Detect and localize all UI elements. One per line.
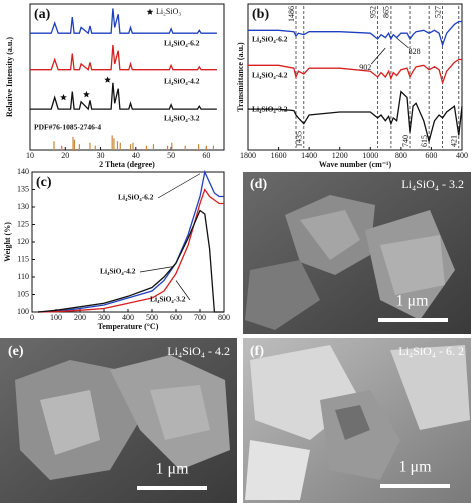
x-tick-label: 1400 [301,151,317,160]
sem-image-e: (e) Li₄SiO₄ - 4.2 1 μm [0,338,237,503]
label-arrow [157,173,201,199]
y-tick-label: 115 [17,254,29,263]
series-label: Li₄SiO₄-6.2 [118,193,154,202]
data-line [30,8,217,35]
x-tick-label: 20 [61,151,69,160]
peak-arrow [370,47,386,65]
data-line [248,20,462,48]
peak-label: 740 [401,135,410,147]
peak-label: 902 [359,63,371,72]
x-axis-title: 2 Theta (degree) [99,160,155,169]
plot-frame [29,3,225,151]
panel-label: (a) [34,7,51,22]
x-tick-label: 400 [456,151,468,160]
data-line [248,58,462,85]
peak-label: 828 [409,47,421,56]
peak-arrow [396,37,409,49]
x-tick-label: 300 [98,313,110,322]
panel-label: (d) [250,177,267,192]
scale-bar [137,486,207,490]
peak-label: 615 [420,135,429,147]
panel-label: (f) [250,344,264,359]
x-tick-label: 0 [30,313,34,322]
caption: Li₄SiO₄ - 6. 2 [398,344,464,358]
peak-label: 1435 [295,131,304,147]
scale-label: 1 μm [398,459,432,476]
x-tick-label: 800 [218,313,230,322]
panel-label: (e) [8,344,24,359]
y-tick-label: 140 [17,167,29,176]
sem-image-f: (f) Li₄SiO₄ - 6. 2 1 μm [243,338,471,503]
x-tick-label: 1000 [362,151,378,160]
series-label: Li₄SiO₄-6.2 [252,35,288,44]
series-label: Li₄SiO₄-3.2 [252,105,288,114]
x-tick-label: 60 [202,151,210,160]
x-tick-label: 400 [122,313,134,322]
y-tick-label: 125 [17,219,29,228]
scale-label: 1 μm [395,293,429,310]
scale-bar [378,318,448,322]
star-marker [60,93,67,101]
peak-label: 1486 [287,6,296,22]
data-line [248,90,463,144]
label-arrow [175,280,191,301]
legend-label: Li₂SiO₃ [156,7,181,16]
series-label: Li₄SiO₄-4.2 [252,71,288,80]
label-arrow [139,266,174,273]
y-tick-label: 120 [17,237,29,246]
series-label: Li₄SiO₄-3.2 [150,295,186,304]
sem-image-d: (d) Li₄SiO₄ - 3.2 1 μm [243,172,471,334]
series-label: Li₄SiO₄-6.2 [164,39,200,48]
x-tick-label: 100 [50,313,62,322]
y-tick-label: 110 [17,272,29,281]
peak-label: 865 [382,6,391,18]
scale-bar [380,484,450,488]
x-tick-label: 30 [97,151,105,160]
peak-label: 421 [450,135,459,147]
x-tick-label: 600 [170,313,182,322]
x-tick-label: 40 [132,151,140,160]
series-label: PDF#76-1085-2746-4 [34,123,101,132]
scale-label: 1 μm [155,461,189,478]
x-tick-label: 200 [74,313,86,322]
panel-label: (b) [252,7,269,22]
caption: Li₄SiO₄ - 3.2 [401,177,464,191]
peak-label: 527 [433,6,442,18]
star-marker [104,76,111,83]
y-tick-label: 105 [17,289,29,298]
x-tick-label: 700 [194,313,206,322]
x-tick-label: 600 [425,151,437,160]
series-label: Li₄SiO₄-4.2 [164,77,200,86]
legend-marker [146,8,154,15]
panel-label: (c) [36,175,52,190]
data-line [37,188,224,313]
y-tick-label: 130 [17,202,29,211]
x-tick-label: 1200 [332,151,348,160]
x-tick-label: 800 [395,151,407,160]
x-axis-title: Temperature (°C) [98,322,159,331]
caption: Li₄SiO₄ - 4.2 [167,344,230,358]
x-tick-label: 10 [26,151,34,160]
x-tick-label: 1600 [271,151,287,160]
x-axis-title: Wave number (cm⁻¹) [319,160,392,169]
y-tick-label: 135 [17,184,29,193]
y-axis-title: Transmittance (a.u.) [236,42,245,112]
y-axis-title: Relative Intensity (a.u.) [5,37,14,117]
peak-label: 952 [368,6,377,18]
data-line [30,44,217,71]
series-label: Li₄SiO₄-3.2 [164,114,200,123]
y-axis-title: Weight (%) [3,222,12,262]
x-tick-label: 50 [167,151,175,160]
y-tick-label: 100 [17,307,29,316]
series-label: Li₄SiO₄-4.2 [100,267,136,276]
data-line [37,209,224,313]
x-tick-label: 500 [146,313,158,322]
x-tick-label: 1800 [240,151,256,160]
data-line [30,82,217,111]
star-marker [83,91,90,98]
plot-frame [247,3,463,151]
